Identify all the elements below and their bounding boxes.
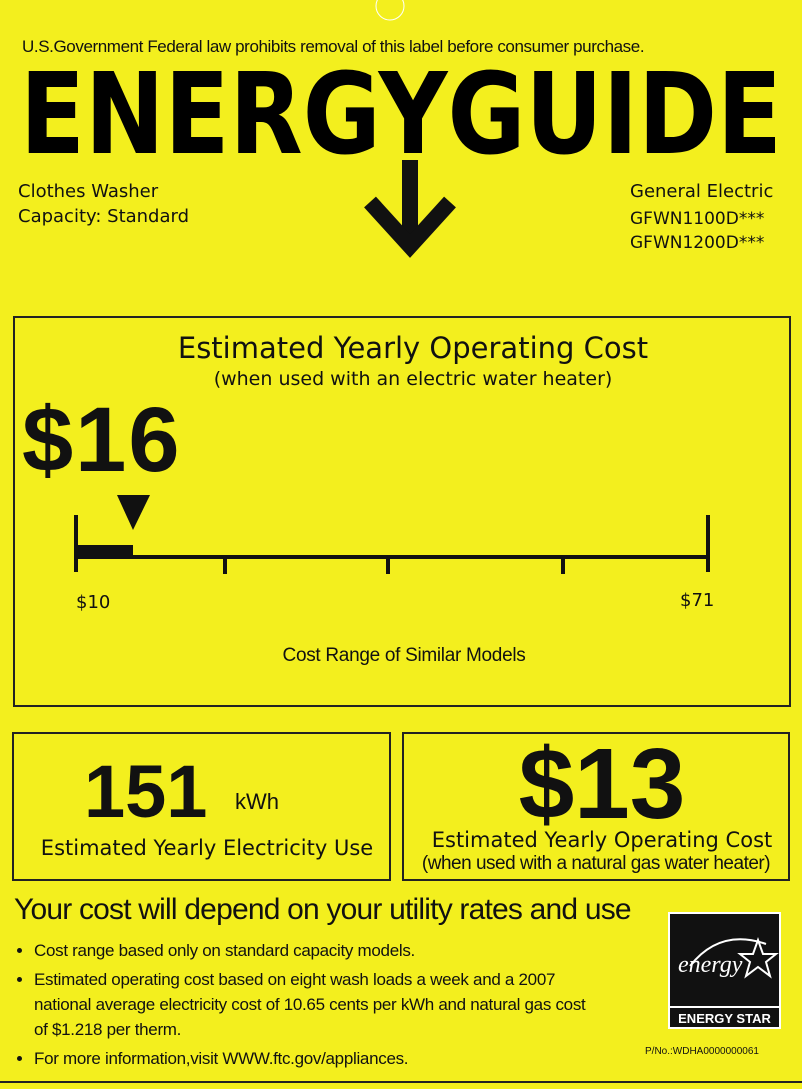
cost-title: Estimated Yearly Operating Cost bbox=[177, 331, 649, 365]
cost-pointer bbox=[117, 495, 150, 530]
cost-panel bbox=[13, 316, 791, 707]
manufacturer: General Electric bbox=[630, 181, 774, 202]
title: ENERGYGUIDE bbox=[20, 50, 782, 180]
electricity-panel bbox=[12, 732, 391, 881]
range-max: $71 bbox=[680, 590, 715, 611]
logo-name: ENERGY STAR bbox=[670, 1006, 779, 1026]
arrow-head bbox=[364, 196, 456, 258]
cost-subtitle: (when used with an electric water heater… bbox=[213, 368, 613, 390]
bullet: Cost range based only on standard capaci… bbox=[34, 938, 594, 963]
model: GFWN1100D*** bbox=[630, 209, 765, 229]
cost-value: $16 bbox=[22, 389, 182, 491]
logo-script: energy bbox=[678, 952, 743, 978]
bullet: Estimated operating cost based on eight … bbox=[34, 967, 594, 1042]
scale-fill bbox=[76, 545, 133, 557]
footer-bullets: Cost range based only on standard capaci… bbox=[14, 938, 594, 1075]
capacity: Capacity: Standard bbox=[18, 206, 190, 227]
product-type: Clothes Washer bbox=[18, 181, 159, 202]
range-label: Cost Range of Similar Models bbox=[282, 645, 526, 666]
range-min: $10 bbox=[76, 592, 111, 613]
kwh-unit: kWh bbox=[235, 789, 279, 814]
model: GFWN1200D*** bbox=[630, 233, 765, 253]
bullet: For more information,visit WWW.ftc.gov/a… bbox=[34, 1046, 594, 1071]
gas-label: Estimated Yearly Operating Cost bbox=[431, 828, 773, 852]
part-number: P/No.:WDHA0000000061 bbox=[645, 1046, 759, 1057]
hanger-hole bbox=[375, 0, 405, 21]
footer-heading: Your cost will depend on your utility ra… bbox=[14, 893, 632, 926]
gas-subtitle: (when used with a natural gas water heat… bbox=[421, 853, 771, 874]
gas-value: $13 bbox=[518, 728, 686, 840]
electricity-label: Estimated Yearly Electricity Use bbox=[40, 836, 374, 860]
gas-panel bbox=[402, 732, 790, 881]
energy-star-logo: energy ENERGY STAR bbox=[668, 912, 781, 1029]
kwh-value: 151 bbox=[84, 750, 208, 833]
star-outline bbox=[689, 937, 779, 979]
notice: U.S.Government Federal law prohibits rem… bbox=[22, 37, 645, 56]
